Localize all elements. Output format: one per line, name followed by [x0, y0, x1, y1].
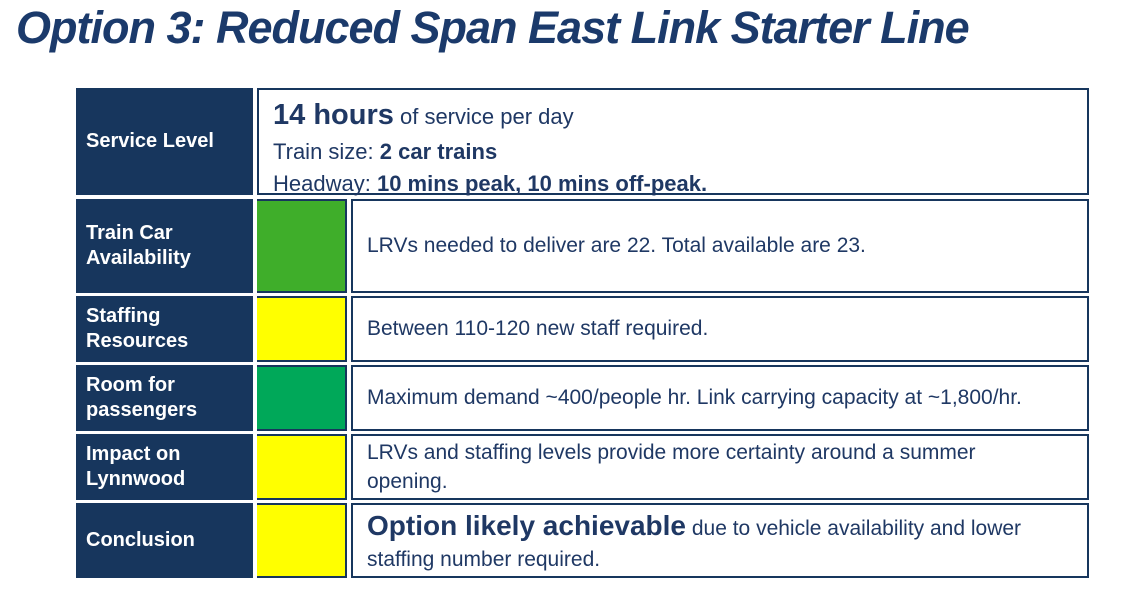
- detail-text: LRVs and staffing levels provide more ce…: [367, 440, 976, 493]
- row-label-staffing-resources: Staffing Resources: [76, 296, 253, 362]
- table-row-train-car-availability: Train Car Availability LRVs needed to de…: [76, 199, 1089, 293]
- row-label-impact-on-lynnwood: Impact on Lynnwood: [76, 434, 253, 500]
- table-row-staffing-resources: Staffing Resources Between 110-120 new s…: [76, 296, 1089, 362]
- service-hours-line: 14 hours of service per day: [273, 94, 1059, 136]
- row-label-train-car-availability: Train Car Availability: [76, 199, 253, 293]
- row-detail-text: LRVs needed to deliver are 22. Total ava…: [351, 199, 1089, 293]
- detail-text: Between 110-120 new staff required.: [367, 317, 709, 341]
- status-swatch-yellow: [257, 503, 347, 578]
- row-label-text: Impact on Lynnwood: [86, 443, 186, 490]
- row-label-text: Service Level: [86, 130, 214, 152]
- headway-label: Headway:: [273, 170, 377, 196]
- conclusion-text: Option likely achievable due to vehicle …: [367, 506, 1059, 575]
- conclusion-bold-text: Option likely achievable: [367, 510, 687, 542]
- status-swatch-green: [257, 199, 347, 293]
- row-detail-text: LRVs and staffing levels provide more ce…: [351, 434, 1089, 500]
- row-label-text: Room for passengers: [86, 374, 198, 421]
- table-row-conclusion: Conclusion Option likely achievable due …: [76, 503, 1089, 578]
- detail-text: LRVs needed to deliver are 22. Total ava…: [367, 234, 866, 258]
- headway-line: Headway: 10 mins peak, 10 mins off-peak.: [273, 168, 1059, 200]
- conclusion-rest-text: due to vehicle availability and lower st…: [367, 517, 1022, 572]
- service-hours-suffix: of service per day: [393, 104, 574, 129]
- train-size-label: Train size:: [273, 139, 380, 165]
- row-label-text: Train Car Availability: [86, 222, 191, 269]
- row-detail-text: Between 110-120 new staff required.: [351, 296, 1089, 362]
- row-label-conclusion: Conclusion: [76, 503, 253, 578]
- status-swatch-yellow: [257, 434, 347, 500]
- status-swatch-yellow: [257, 296, 347, 362]
- status-swatch-green: [257, 365, 347, 431]
- row-label-text: Staffing Resources: [86, 305, 189, 352]
- service-level-details: 14 hours of service per day Train size: …: [257, 88, 1089, 196]
- assessment-table: Service Level 14 hours of service per da…: [76, 88, 1089, 578]
- row-label-text: Conclusion: [86, 529, 195, 551]
- service-hours-value: 14 hours: [273, 99, 394, 131]
- table-row-service-level: Service Level 14 hours of service per da…: [76, 88, 1089, 196]
- page-title: Option 3: Reduced Span East Link Starter…: [16, 2, 970, 53]
- train-size-line: Train size: 2 car trains: [273, 136, 1059, 168]
- headway-value: 10 mins peak, 10 mins off-peak.: [376, 170, 708, 196]
- row-label-room-for-passengers: Room for passengers: [76, 365, 253, 431]
- row-detail-text: Maximum demand ~400/people hr. Link carr…: [351, 365, 1089, 431]
- train-size-value: 2 car trains: [379, 139, 498, 165]
- conclusion-detail-text: Option likely achievable due to vehicle …: [351, 503, 1089, 578]
- table-row-room-for-passengers: Room for passengers Maximum demand ~400/…: [76, 365, 1089, 431]
- table-row-impact-on-lynnwood: Impact on Lynnwood LRVs and staffing lev…: [76, 434, 1089, 500]
- row-label-service-level: Service Level: [76, 88, 253, 195]
- detail-text: Maximum demand ~400/people hr. Link carr…: [367, 386, 1022, 410]
